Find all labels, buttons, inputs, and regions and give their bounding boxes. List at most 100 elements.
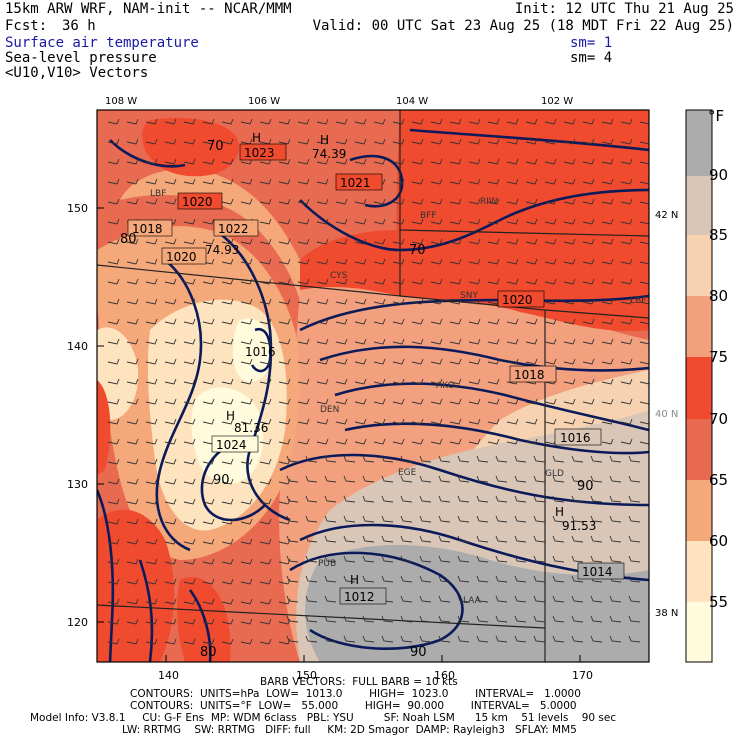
wind-barb	[202, 118, 215, 125]
wind-barb	[411, 358, 424, 365]
wind-barb	[449, 238, 462, 245]
wind-barb	[107, 158, 120, 165]
wind-barb	[202, 378, 215, 385]
wind-barb	[259, 218, 272, 225]
wind-barb	[126, 278, 139, 285]
wind-barb	[438, 575, 451, 583]
wind-barb	[305, 455, 318, 463]
wind-barb	[590, 595, 603, 603]
wind-barb	[373, 218, 386, 225]
station-den: DEN	[320, 405, 339, 415]
high-value: 91.53	[562, 519, 596, 533]
wind-barb	[582, 218, 595, 225]
wind-barb	[202, 318, 215, 325]
wind-barb	[590, 495, 603, 503]
wind-barb	[221, 518, 234, 525]
wind-barb	[430, 358, 443, 365]
wind-barb	[430, 318, 443, 325]
wind-barb	[145, 378, 158, 385]
wind-barb	[126, 618, 139, 625]
wind-barb	[324, 495, 337, 503]
wind-barb	[419, 635, 432, 643]
temp-label: 70	[207, 139, 224, 154]
wind-barb	[221, 478, 234, 485]
wind-barb	[362, 635, 375, 643]
wind-barb	[438, 495, 451, 503]
temp-label: 70	[409, 243, 426, 258]
wind-barb	[563, 118, 576, 125]
wind-barb	[525, 358, 538, 365]
colorbar-swatch-85	[686, 176, 712, 235]
wind-barb	[620, 298, 633, 305]
wind-barb	[107, 418, 120, 425]
wind-barb	[164, 398, 177, 405]
wind-barb	[582, 278, 595, 285]
wind-barb	[221, 358, 234, 365]
colorbar-label-75: 75	[709, 348, 728, 366]
wind-barb	[202, 398, 215, 405]
wind-barb	[506, 338, 519, 345]
wind-barb	[544, 318, 557, 325]
wind-barb	[438, 515, 451, 523]
wind-barb	[335, 398, 348, 405]
wind-barb	[278, 138, 291, 145]
wind-barb	[487, 358, 500, 365]
wind-barb	[183, 438, 196, 445]
wind-barb	[373, 298, 386, 305]
wind-barb	[354, 358, 367, 365]
wind-barb	[259, 478, 272, 485]
isobar-1013	[289, 551, 464, 650]
wind-barb	[620, 118, 633, 125]
wind-barb	[381, 635, 394, 643]
wind-barb	[316, 258, 329, 265]
isobar-label: 1016	[245, 345, 276, 359]
wind-barb	[145, 478, 158, 485]
wind-barb	[335, 298, 348, 305]
border-wy-ne	[399, 229, 650, 237]
wind-barb	[259, 638, 272, 645]
wind-barb	[571, 495, 584, 503]
wind-barb	[525, 178, 538, 185]
wind-barb	[305, 515, 318, 523]
isobar-label: 1020	[502, 293, 533, 307]
wind-barb	[343, 615, 356, 623]
station-rwl: LBF	[150, 189, 166, 199]
lon-label-108w: 108 W	[105, 96, 137, 107]
wind-barb	[335, 198, 348, 205]
wind-barb	[392, 258, 405, 265]
wind-barb	[438, 475, 451, 483]
wind-barb	[240, 118, 253, 125]
wind-barb	[183, 318, 196, 325]
wind-barb	[525, 218, 538, 225]
wind-barb	[297, 158, 310, 165]
wind-barb	[487, 258, 500, 265]
wind-barb	[411, 318, 424, 325]
wind-barb	[476, 575, 489, 583]
wind-barb	[278, 198, 291, 205]
wind-barb	[468, 358, 481, 365]
isobar-1017	[344, 422, 649, 455]
wind-barb	[411, 238, 424, 245]
wind-barb	[582, 258, 595, 265]
wind-barb	[107, 458, 120, 465]
wind-barb	[411, 398, 424, 405]
wind-barb	[335, 358, 348, 365]
wind-barb	[457, 635, 470, 643]
wind-barb	[202, 358, 215, 365]
wind-barb	[240, 378, 253, 385]
wind-barb	[145, 538, 158, 545]
wind-barb	[571, 515, 584, 523]
wind-barb	[297, 338, 310, 345]
wind-barb	[373, 118, 386, 125]
wind-barb	[411, 298, 424, 305]
wind-barb	[221, 458, 234, 465]
wind-barb	[164, 298, 177, 305]
wind-barb	[335, 278, 348, 285]
wind-barb	[297, 198, 310, 205]
wind-barb	[506, 238, 519, 245]
wind-barb	[628, 595, 641, 603]
wind-barb	[286, 495, 299, 503]
wind-barb	[571, 455, 584, 463]
wind-barb	[259, 558, 272, 565]
high-mark: H	[350, 573, 359, 587]
